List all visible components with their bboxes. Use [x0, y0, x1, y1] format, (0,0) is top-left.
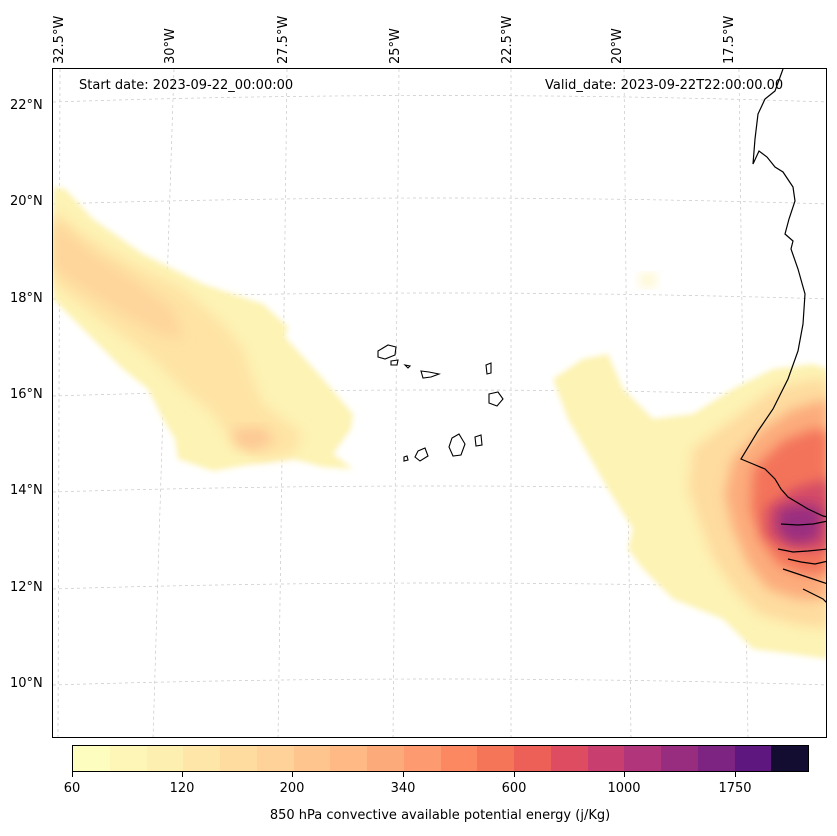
- colorbar-title: 850 hPa convective available potential e…: [269, 808, 611, 823]
- colorbar-segment: [734, 746, 772, 771]
- colorbar-segment: [367, 746, 404, 771]
- lat-label-16n: 16°N: [10, 387, 43, 402]
- colorbar-segment: [220, 746, 257, 771]
- colorbar-segment: [477, 746, 514, 771]
- lon-label-30w: 30°W: [163, 28, 178, 64]
- lon-label-17-5w: 17.5°W: [722, 15, 737, 64]
- cape-field-east: [553, 274, 826, 659]
- map-panel: [52, 68, 827, 738]
- colorbar-segment: [146, 746, 184, 771]
- colorbar-segment: [256, 746, 294, 771]
- lon-label-27-5w: 27.5°W: [276, 15, 291, 64]
- colorbar-tick: [292, 772, 293, 777]
- cape-field-west: [53, 187, 353, 471]
- lon-label-32-5w: 32.5°W: [52, 15, 67, 64]
- colorbar-tick: [72, 772, 73, 777]
- colorbar-segment: [440, 746, 478, 771]
- colorbar-segment: [587, 746, 625, 771]
- colorbar-segment: [697, 746, 735, 771]
- lat-label-14n: 14°N: [10, 483, 43, 498]
- lon-label-20w: 20°W: [610, 28, 625, 64]
- colorbar-label-340: 340: [390, 781, 416, 796]
- colorbar-label-600: 600: [501, 781, 527, 796]
- valid-date-label: Valid_date: 2023-09-22T22:00:00.00: [545, 78, 784, 93]
- coastline: [740, 69, 826, 603]
- colorbar-segment: [293, 746, 331, 771]
- colorbar-tick: [182, 772, 183, 777]
- lat-label-18n: 18°N: [10, 291, 43, 306]
- colorbar-segment: [514, 746, 551, 771]
- colorbar-label-1000: 1000: [607, 781, 641, 796]
- colorbar-tick: [624, 772, 625, 777]
- colorbar-segment: [183, 746, 220, 771]
- colorbar-label-1750: 1750: [718, 781, 752, 796]
- lon-label-25w: 25°W: [388, 28, 403, 64]
- map-canvas: [53, 69, 826, 737]
- lon-label-22-5w: 22.5°W: [500, 15, 515, 64]
- colorbar-segment: [330, 746, 367, 771]
- lat-label-10n: 10°N: [10, 676, 43, 691]
- colorbar-label-60: 60: [63, 781, 81, 796]
- colorbar-segment: [550, 746, 588, 771]
- lat-label-12n: 12°N: [10, 580, 43, 595]
- cape-verde-islands: [377, 344, 504, 462]
- colorbar: [72, 745, 809, 772]
- start-date-label: Start date: 2023-09-22_00:00:00: [79, 78, 294, 93]
- colorbar-segment: [109, 746, 147, 771]
- colorbar-segment: [624, 746, 661, 771]
- colorbar-tick: [403, 772, 404, 777]
- colorbar-label-200: 200: [279, 781, 305, 796]
- colorbar-segment: [403, 746, 441, 771]
- lat-label-22n: 22°N: [10, 98, 43, 113]
- lat-label-20n: 20°N: [10, 194, 43, 209]
- colorbar-label-120: 120: [169, 781, 195, 796]
- colorbar-segment: [73, 746, 110, 771]
- colorbar-segment: [771, 746, 808, 771]
- colorbar-tick: [514, 772, 515, 777]
- colorbar-tick: [735, 772, 736, 777]
- colorbar-segment: [661, 746, 698, 771]
